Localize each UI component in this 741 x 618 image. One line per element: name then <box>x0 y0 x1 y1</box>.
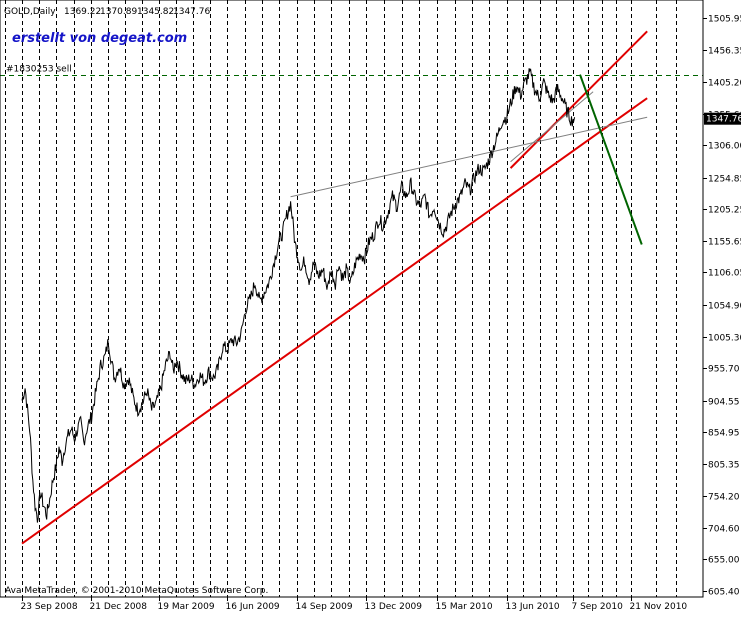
open-value: 1369.22 <box>64 7 101 17</box>
trendline <box>290 116 648 198</box>
trendline <box>510 91 594 163</box>
x-tick-label: 15 Mar 2010 <box>436 602 493 612</box>
y-tick-label: 805.35 <box>708 461 740 471</box>
y-tick-label: 904.55 <box>708 398 740 408</box>
x-tick-label: 21 Dec 2008 <box>90 602 148 612</box>
watermark: erstellt von degeat.com <box>12 31 187 46</box>
y-tick-label: 704.60 <box>708 525 740 535</box>
x-tick-label: 16 Jun 2009 <box>226 602 280 612</box>
y-tick-label: 605.40 <box>708 588 740 598</box>
y-tick-label: 1054.90 <box>708 302 741 312</box>
y-tick-label: 955.70 <box>708 365 740 375</box>
x-tick-label: 21 Nov 2010 <box>630 602 688 612</box>
y-tick-label: 854.95 <box>708 429 740 439</box>
y-tick-label: 754.20 <box>708 493 740 503</box>
price-series-line <box>21 68 576 523</box>
trendlines <box>21 30 648 545</box>
time-axis: 23 Sep 2008 21 Dec 2008 19 Mar 2009 16 Jun … <box>21 597 688 612</box>
x-tick-label: 13 Jun 2010 <box>506 602 560 612</box>
y-tick-label: 1505.95 <box>708 15 741 25</box>
y-tick-label: 1254.85 <box>708 175 741 185</box>
y-tick-label: 1456.35 <box>708 47 741 57</box>
current-price-marker: 1347.76 <box>704 112 741 125</box>
low-value: 1345.82 <box>137 7 174 17</box>
trendline <box>509 30 648 169</box>
vertical-grid <box>5 0 677 597</box>
y-tick-label: 1405.20 <box>708 79 741 89</box>
close-value: 1347.76 <box>173 7 210 17</box>
plot-frame <box>0 0 704 598</box>
high-value: 1370.89 <box>100 7 137 17</box>
y-tick-label: 655.00 <box>708 556 740 566</box>
y-tick-label: 1306.00 <box>708 142 741 152</box>
x-tick-label: 13 Dec 2009 <box>365 602 423 612</box>
symbol-label: GOLD,Daily <box>4 7 56 17</box>
trendline <box>21 97 648 545</box>
x-tick-label: 7 Sep 2010 <box>572 602 624 612</box>
current-price-value: 1347.76 <box>706 115 741 125</box>
x-tick-label: 23 Sep 2008 <box>21 602 78 612</box>
copyright-text: Ava MetaTrader, © 2001-2010 MetaQuotes S… <box>5 586 268 596</box>
x-tick-label: 14 Sep 2009 <box>296 602 353 612</box>
trendline <box>579 74 643 245</box>
y-tick-label: 1005.30 <box>708 334 741 344</box>
y-tick-label: 1106.05 <box>708 269 741 279</box>
order-label: #1830253 sell <box>6 65 72 75</box>
x-tick-label: 19 Mar 2009 <box>158 602 215 612</box>
y-tick-label: 1155.65 <box>708 238 741 248</box>
y-tick-label: 1205.25 <box>708 206 741 216</box>
